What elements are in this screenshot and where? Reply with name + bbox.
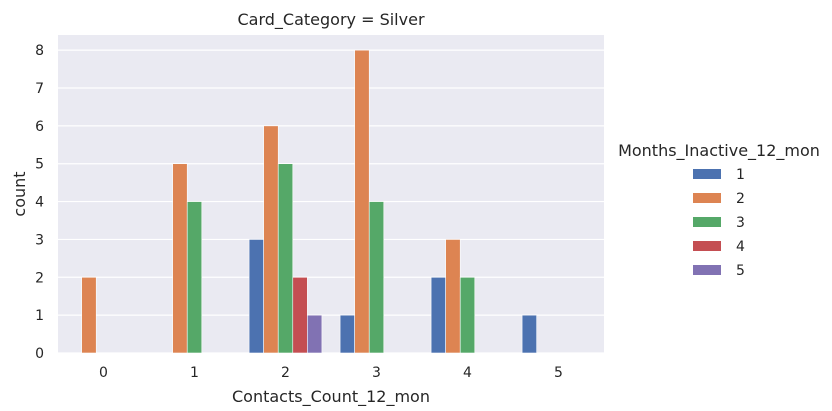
chart-title: Card_Category = Silver: [237, 10, 424, 30]
legend-item: 2: [693, 191, 745, 207]
bars: [81, 49, 537, 354]
legend-swatch: [693, 193, 721, 203]
legend-item: 1: [693, 167, 745, 183]
grid-lines: [58, 49, 604, 354]
legend-title: Months_Inactive_12_mon: [618, 141, 820, 161]
y-tick-label: 2: [35, 270, 44, 286]
legend-swatch: [693, 217, 721, 227]
x-tick-label: 1: [190, 365, 199, 381]
y-tick-label: 7: [35, 81, 44, 97]
bar: [277, 163, 294, 354]
x-axis-title: Contacts_Count_12_mon: [232, 387, 430, 407]
x-tick-label: 5: [554, 365, 563, 381]
bar: [292, 276, 308, 354]
legend-label: 3: [736, 215, 745, 231]
bar: [521, 314, 537, 354]
legend-swatch: [693, 241, 721, 251]
bar: [459, 276, 476, 354]
legend-swatch: [693, 169, 721, 179]
y-tick-label: 6: [35, 119, 44, 135]
y-tick-label: 3: [35, 232, 44, 248]
legend-item: 4: [693, 239, 745, 255]
y-tick-label: 5: [35, 157, 44, 173]
bar: [430, 276, 446, 354]
legend: Months_Inactive_12_mon 1 2 3 4 5: [618, 141, 820, 279]
x-tick-label: 2: [281, 365, 290, 381]
legend-item: 5: [693, 263, 745, 279]
bar: [445, 239, 461, 354]
legend-item: 3: [693, 215, 745, 231]
bar: [172, 163, 188, 354]
bar: [248, 239, 264, 354]
bar: [263, 125, 279, 354]
legend-label: 5: [736, 263, 745, 279]
bar: [81, 276, 97, 354]
legend-swatch: [693, 265, 721, 275]
y-axis-title: count: [10, 171, 29, 216]
x-tick-label: 4: [463, 365, 472, 381]
y-tick-labels: 0 1 2 3 4 5 6 7 8: [35, 43, 44, 362]
legend-label: 2: [736, 191, 745, 207]
bar: [186, 201, 203, 354]
bar: [354, 49, 370, 354]
x-tick-label: 3: [372, 365, 381, 381]
x-tick-labels: 0 1 2 3 4 5: [99, 365, 563, 381]
plot-area: [58, 35, 604, 353]
bar: [368, 201, 385, 354]
bar: [307, 314, 323, 354]
y-tick-label: 8: [35, 43, 44, 59]
legend-label: 4: [736, 239, 745, 255]
y-tick-label: 0: [35, 346, 44, 362]
y-tick-label: 4: [35, 195, 44, 211]
x-tick-label: 0: [99, 365, 108, 381]
y-tick-label: 1: [35, 308, 44, 324]
bar: [339, 314, 355, 354]
legend-label: 1: [736, 167, 745, 183]
